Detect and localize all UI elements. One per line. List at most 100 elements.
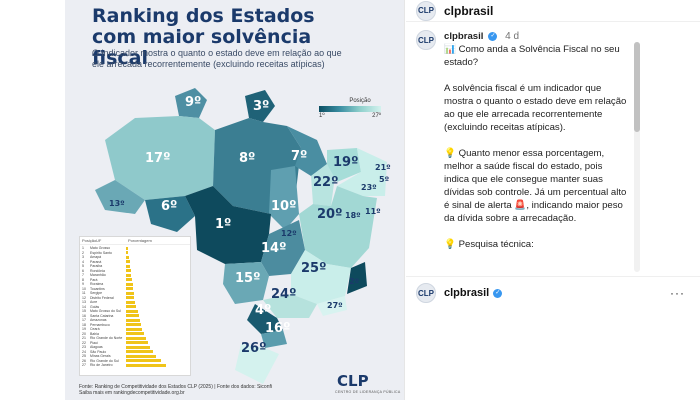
table-row-state: Amazonas [90,318,107,323]
table-rows: 1 Mato Grosso 2 Espírito Santo 3 Amapá 4 Paraná… [80,245,190,369]
state-rank-label: 21º [375,163,391,172]
state-rank-label: 17º [145,151,170,166]
state-goias [261,220,305,276]
state-rank-label: 26º [241,341,266,356]
table-row-rank: 26 [82,358,86,363]
table-row-state: Paraíba [90,264,103,269]
state-rs [235,344,279,384]
table-row-state: Paraná [90,259,102,264]
table-row-rank: 2 [82,250,84,255]
caption-body: clpbrasil ✓ 4 d 📊 Como anda a Solvência F… [444,30,630,264]
state-rank-label: 11º [365,207,381,216]
table-row-rank: 1 [82,246,84,251]
caption-para-4: 💡 Pesquisa técnica: [444,239,534,250]
state-rondonia [145,196,195,232]
table-row-state: Roraima [90,282,104,287]
table-row-state: Bahia [90,331,99,336]
legend-max: 27º [372,113,381,119]
state-rank-label: 10º [271,199,296,214]
post-header: CLP clpbrasil [406,0,700,22]
comment-username[interactable]: clpbrasil [444,31,484,42]
table-row-state: Mato Grosso [90,246,111,251]
more-options-icon[interactable]: ··· [670,286,685,300]
table-row-rank: 9 [82,282,84,287]
table-row-rank: 10 [82,286,86,291]
state-rank-label: 25º [301,261,326,276]
table-row: 3 Amapá [82,255,188,260]
table-row-rank: 18 [82,322,86,327]
caption-para-3: 💡 Quanto menor essa porcentagem, melhor … [444,148,627,224]
table-row-state: Minas Gerais [90,354,111,359]
state-rank-label: 18º [345,211,361,220]
table-row-bar [126,354,157,358]
table-row: 9 Roraima [82,282,188,287]
header-username[interactable]: clpbrasil [444,3,494,18]
table-row-bar [126,350,153,354]
table-row: 6 Rondônia [82,269,188,274]
state-rank-label: 23º [361,183,377,192]
clp-logo: CLP [337,372,369,390]
left-gutter [0,0,65,400]
comment-avatar[interactable]: CLP [416,30,436,50]
table-row-bar [126,296,135,300]
table-header-pct: Porcentagem [128,238,152,243]
table-row-rank: 6 [82,268,84,273]
table-row-state: Mato Grosso do Sul [90,309,121,314]
clp-logo-subtext: CENTRO DE LIDERANÇA PÚBLICA [335,390,401,394]
table-row-bar [126,287,134,291]
state-ms [223,262,269,304]
table-row-bar [126,336,146,340]
state-rank-label: 1º [215,217,231,232]
table-row: 4 Paraná [82,260,188,265]
footer-verified-badge-icon: ✓ [493,288,503,298]
footer-username[interactable]: clpbrasil [444,287,490,299]
table-row: 13 Acre [82,300,188,305]
table-row: 11 Sergipe [82,291,188,296]
post-image[interactable]: 9º 3º 17º 8º 7º 19º 21º 5º 22º 23º 11º 13º 6º 1º 10º 20… [65,0,405,400]
avatar[interactable]: CLP [416,0,436,21]
table-row-bar [126,309,138,313]
table-row-state: Acre [90,300,98,305]
caption-comment: CLP clpbrasil ✓ 4 d 📊 Como anda a Solvênc… [416,30,636,264]
table-row: 8 Pará [82,278,188,283]
table-row-rank: 17 [82,318,86,323]
state-ceara [327,148,361,182]
table-row-bar [126,264,131,268]
map-legend: Posição 1º 27º [319,98,381,119]
table-row: 12 Distrito Federal [82,296,188,301]
table-row-rank: 12 [82,295,86,300]
table-row-bar [126,291,134,295]
table-row: 5 Paraíba [82,264,188,269]
state-santa-catarina [261,330,287,348]
table-row: 23 Alagoas [82,345,188,350]
legend-caption: Posição [349,98,371,104]
table-row-rank: 25 [82,354,86,359]
table-row: 7 Maranhão [82,273,188,278]
table-row-rank: 23 [82,345,86,350]
state-rank-label: 7º [291,149,307,164]
table-row-bar [126,255,130,259]
table-row-rank: 11 [82,291,86,296]
footer-avatar[interactable]: CLP [416,283,436,303]
state-minas-gerais [291,250,351,304]
table-row-rank: 19 [82,327,86,332]
table-row-bar [126,246,128,250]
state-amazonas [105,116,215,200]
scrollbar-thumb[interactable] [634,42,640,132]
post-subtitle: O indicador mostra o quanto o estado dev… [92,48,342,69]
table-row-state: Tocantins [90,286,105,291]
verified-badge-icon: ✓ [488,31,498,41]
caption-para-2: A solvência fiscal é um indicador que mo… [444,83,627,133]
comment-time[interactable]: 4 d [505,31,520,42]
caption-scrollbar[interactable] [634,42,640,272]
table-row: 18 Pernambuco [82,323,188,328]
table-row-rank: 15 [82,309,86,314]
table-row-rank: 21 [82,336,86,341]
table-row-bar [126,359,162,363]
state-mato-grosso [185,186,271,264]
table-row-rank: 8 [82,277,84,282]
state-sao-paulo [263,294,317,318]
table-row-bar [126,363,166,367]
legend-min: 1º [319,113,325,119]
table-header-pos: Posição [82,238,97,243]
